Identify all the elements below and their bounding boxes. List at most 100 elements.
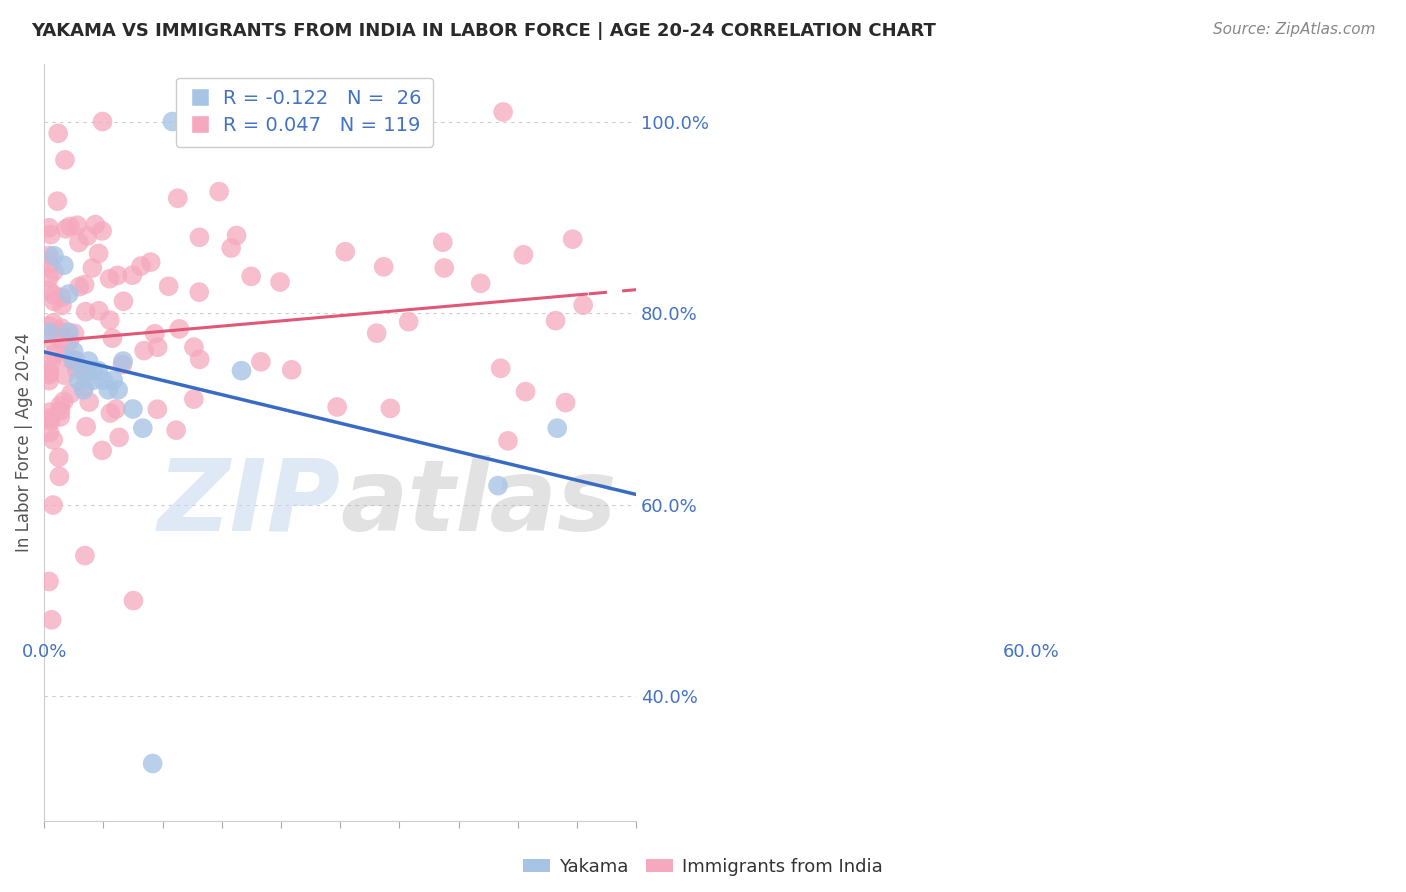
Text: ZIP: ZIP bbox=[157, 455, 340, 551]
Point bbox=[87, 246, 110, 260]
Point bbox=[225, 228, 247, 243]
Point bbox=[97, 383, 120, 397]
Point bbox=[51, 298, 73, 312]
Point bbox=[38, 248, 60, 262]
Point bbox=[87, 303, 110, 318]
Point bbox=[38, 425, 60, 440]
Point bbox=[91, 373, 114, 387]
Point bbox=[166, 191, 188, 205]
Point bbox=[62, 344, 84, 359]
Point bbox=[38, 220, 60, 235]
Point bbox=[67, 373, 90, 387]
Point bbox=[512, 248, 534, 262]
Point bbox=[52, 258, 75, 272]
Point bbox=[142, 756, 165, 771]
Point bbox=[188, 285, 211, 300]
Point bbox=[39, 414, 62, 428]
Point bbox=[38, 319, 60, 334]
Point bbox=[58, 334, 80, 349]
Point bbox=[335, 244, 357, 259]
Point bbox=[231, 364, 253, 378]
Point bbox=[75, 304, 97, 318]
Point bbox=[82, 260, 104, 275]
Point bbox=[380, 401, 402, 416]
Point bbox=[82, 364, 104, 378]
Point bbox=[122, 402, 145, 417]
Point bbox=[240, 269, 263, 284]
Point bbox=[38, 366, 60, 380]
Point bbox=[546, 421, 568, 435]
Point bbox=[51, 290, 73, 304]
Point bbox=[132, 421, 155, 435]
Point bbox=[219, 241, 242, 255]
Point bbox=[49, 398, 72, 412]
Point bbox=[373, 260, 395, 274]
Point bbox=[107, 383, 129, 397]
Point bbox=[91, 224, 114, 238]
Text: atlas: atlas bbox=[340, 455, 617, 551]
Point bbox=[157, 279, 180, 293]
Point bbox=[188, 230, 211, 244]
Point bbox=[134, 343, 156, 358]
Point bbox=[66, 219, 89, 233]
Point bbox=[60, 386, 83, 401]
Point bbox=[112, 294, 135, 309]
Point bbox=[72, 383, 94, 397]
Point bbox=[489, 361, 512, 376]
Point bbox=[42, 249, 65, 263]
Point bbox=[38, 574, 60, 589]
Point bbox=[42, 316, 65, 330]
Point bbox=[38, 362, 60, 376]
Point bbox=[77, 354, 100, 368]
Point bbox=[75, 419, 97, 434]
Point bbox=[544, 313, 567, 327]
Point bbox=[73, 379, 96, 393]
Text: YAKAMA VS IMMIGRANTS FROM INDIA IN LABOR FORCE | AGE 20-24 CORRELATION CHART: YAKAMA VS IMMIGRANTS FROM INDIA IN LABOR… bbox=[31, 22, 936, 40]
Point bbox=[67, 279, 90, 293]
Point bbox=[492, 105, 515, 120]
Point bbox=[38, 411, 60, 425]
Point bbox=[41, 613, 63, 627]
Point bbox=[49, 409, 72, 424]
Point bbox=[42, 294, 65, 309]
Point bbox=[432, 235, 454, 250]
Point bbox=[269, 275, 291, 289]
Point bbox=[46, 127, 69, 141]
Point bbox=[73, 277, 96, 292]
Point bbox=[162, 114, 184, 128]
Point bbox=[42, 498, 65, 512]
Point bbox=[42, 433, 65, 447]
Point bbox=[52, 394, 75, 409]
Point bbox=[470, 277, 492, 291]
Point bbox=[53, 368, 76, 383]
Point bbox=[73, 364, 96, 378]
Point bbox=[280, 363, 302, 377]
Point bbox=[38, 326, 60, 340]
Point bbox=[208, 185, 231, 199]
Point bbox=[129, 259, 152, 273]
Text: 0.0%: 0.0% bbox=[21, 643, 67, 661]
Point bbox=[103, 373, 125, 387]
Point bbox=[91, 443, 114, 458]
Point bbox=[67, 235, 90, 250]
Point bbox=[41, 354, 63, 368]
Point bbox=[38, 405, 60, 419]
Point bbox=[73, 549, 96, 563]
Point bbox=[53, 153, 76, 167]
Point bbox=[58, 326, 80, 340]
Point bbox=[38, 271, 60, 285]
Point bbox=[48, 469, 70, 483]
Point bbox=[98, 272, 121, 286]
Point bbox=[41, 334, 63, 348]
Point bbox=[183, 392, 205, 406]
Point bbox=[139, 255, 162, 269]
Text: Source: ZipAtlas.com: Source: ZipAtlas.com bbox=[1212, 22, 1375, 37]
Point bbox=[65, 353, 87, 368]
Point bbox=[122, 593, 145, 607]
Point bbox=[98, 313, 121, 327]
Point bbox=[112, 354, 135, 368]
Y-axis label: In Labor Force | Age 20-24: In Labor Force | Age 20-24 bbox=[15, 333, 32, 552]
Point bbox=[561, 232, 583, 246]
Point bbox=[66, 362, 89, 376]
Point bbox=[76, 229, 98, 244]
